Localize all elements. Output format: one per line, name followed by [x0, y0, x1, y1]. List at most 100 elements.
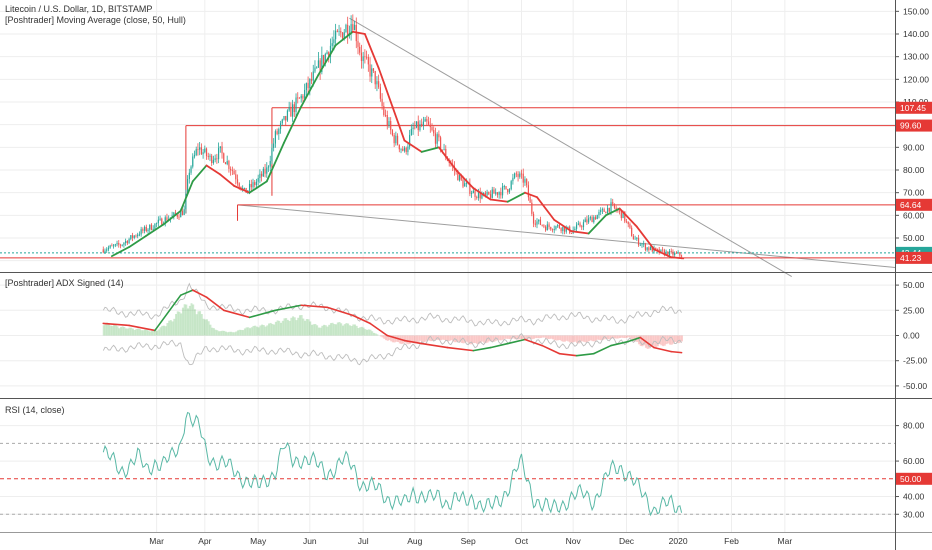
candle: [352, 14, 354, 33]
candle-body: [216, 158, 218, 160]
y-tick-label: 70.00: [903, 188, 925, 198]
candle: [427, 116, 430, 125]
candle: [493, 187, 495, 194]
candle: [496, 191, 499, 198]
legend-moving-average[interactable]: [Poshtrader] Moving Average (close, 50, …: [5, 15, 186, 25]
candle: [415, 121, 418, 129]
adx-histogram-bar: [128, 327, 131, 336]
candle: [264, 163, 266, 178]
x-tick-label: Mar: [778, 536, 793, 546]
adx-histogram-bar: [159, 327, 162, 336]
candle: [424, 116, 426, 122]
candle-body: [333, 39, 335, 44]
candle: [259, 169, 261, 184]
hull-ma-segment: [437, 146, 458, 171]
candle-body: [400, 148, 402, 150]
legend-adx-title[interactable]: [Poshtrader] ADX Signed (14): [5, 278, 124, 288]
adx-histogram-bar: [462, 335, 465, 344]
candle: [345, 23, 347, 33]
candle-body: [352, 24, 354, 31]
adx-histogram-bar: [565, 335, 568, 341]
y-tick-label: 80.00: [903, 421, 925, 431]
adx-histogram-bar: [663, 335, 666, 346]
x-tick-label: May: [250, 536, 267, 546]
candle-body: [491, 189, 493, 198]
candle-body: [185, 193, 187, 210]
candle: [273, 138, 275, 152]
candle-body: [613, 203, 616, 208]
adx-signed-segment: [524, 338, 543, 347]
adx-histogram-bar: [481, 335, 484, 342]
adx-histogram-bar: [472, 335, 475, 344]
candle-body: [143, 226, 146, 231]
adx-histogram-bar: [274, 321, 277, 336]
adx-histogram-bar: [214, 329, 217, 336]
adx-histogram-bar: [281, 320, 284, 336]
hull-ma-segment: [191, 164, 208, 183]
candle-body: [517, 174, 519, 177]
adx-histogram-bar: [626, 335, 628, 338]
adx-histogram-bar: [372, 332, 375, 336]
legend-symbol[interactable]: Litecoin / U.S. Dollar, 1D, BITSTAMP: [5, 4, 153, 14]
candle: [209, 153, 211, 162]
candle-body: [551, 229, 554, 231]
candle-body: [438, 134, 440, 138]
adx-histogram-bar: [286, 319, 289, 336]
candle-body: [619, 210, 621, 212]
candle-body: [161, 218, 163, 225]
candle: [393, 132, 395, 148]
candle: [508, 188, 511, 194]
candle-body: [484, 192, 486, 196]
candle: [560, 227, 562, 234]
candle: [125, 238, 127, 246]
adx-histogram-bar: [212, 328, 215, 336]
candle: [298, 97, 301, 99]
adx-signed-segment: [205, 296, 225, 312]
candle-body: [536, 221, 538, 225]
legend-rsi-title[interactable]: RSI (14, close): [5, 405, 65, 415]
candle-body: [677, 252, 679, 254]
candle: [362, 51, 364, 69]
adx-pane[interactable]: [102, 282, 683, 366]
candle-body: [374, 71, 376, 85]
adx-histogram-bar: [211, 327, 214, 336]
candle: [495, 188, 497, 196]
candle: [219, 146, 221, 153]
candle-body: [541, 224, 543, 226]
adx-histogram-bar: [522, 335, 525, 340]
candle-body: [128, 239, 130, 244]
candle-body: [470, 193, 473, 194]
x-tick-label: Apr: [198, 536, 211, 546]
price-pane[interactable]: [0, 14, 896, 277]
candle-body: [674, 252, 676, 256]
candle: [190, 165, 192, 175]
candle-body: [558, 225, 560, 229]
candle: [643, 240, 645, 248]
candle-body: [464, 183, 466, 187]
adx-signed-segment: [541, 344, 561, 355]
candle: [675, 251, 678, 254]
candle-body: [283, 116, 285, 120]
x-tick-label: Jul: [358, 536, 369, 546]
candle: [514, 172, 516, 180]
adx-histogram-bar: [342, 325, 344, 336]
adx-histogram-bar: [319, 327, 322, 336]
candle: [233, 168, 235, 175]
candle: [372, 68, 375, 74]
adx-signed-segment: [575, 352, 595, 357]
candle-body: [584, 219, 586, 223]
candle-body: [307, 82, 309, 89]
adx-histogram-bar: [622, 335, 625, 339]
candle: [197, 143, 199, 156]
adx-histogram-bar: [631, 335, 634, 341]
hull-ma-segment: [145, 223, 165, 237]
candle-body: [546, 224, 548, 231]
candle: [157, 216, 159, 227]
rsi-pane[interactable]: [0, 411, 895, 517]
adx-histogram-bar: [445, 335, 448, 341]
adx-histogram-bar: [665, 335, 668, 345]
candle-body: [336, 30, 338, 32]
candle-body: [560, 228, 562, 231]
adx-histogram-bar: [175, 314, 177, 336]
